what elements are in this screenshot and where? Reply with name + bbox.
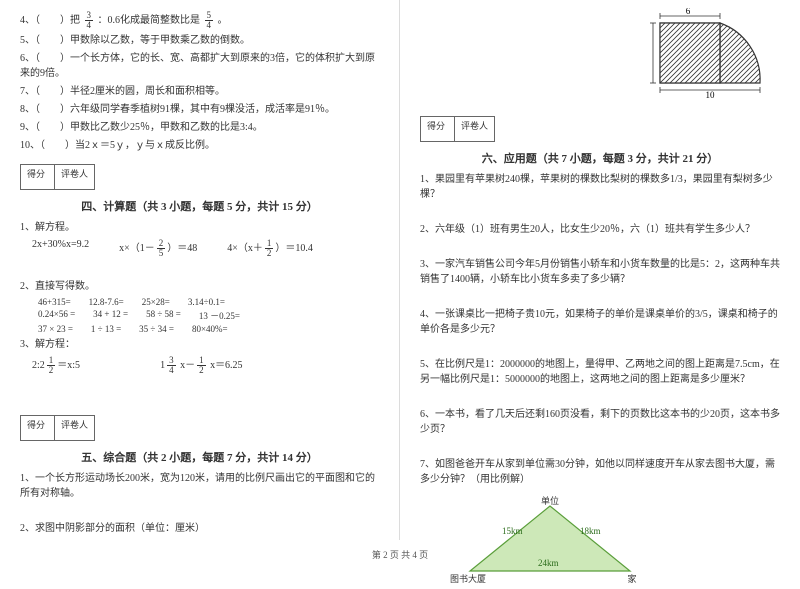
score-box-4: 得分 评卷人 (20, 164, 95, 190)
calc-row-1: 0.24×56 =34 + 12 =58 ÷ 58 =13 －0.25= (38, 309, 379, 322)
tri-dleft: 15km (502, 526, 523, 536)
eq-a: 2x+30%x=9.2 (32, 239, 89, 258)
score-cell: 得分 (421, 117, 455, 141)
page-footer: 第 2 页 共 4 页 (0, 548, 800, 561)
triangle-diagram: 单位 图书大厦 家 15km 18km 24km (450, 496, 650, 586)
sec4-q1: 1、解方程。 (20, 220, 379, 235)
r-q7: 7、如图爸爸开车从家到单位需30分钟，如他以同样速度开车从家去图书大厦，需多少分… (420, 457, 780, 487)
tri-dright: 18km (580, 526, 601, 536)
q9-line: 9、（ ）甲数比乙数少25％，甲数和乙数的比是3:4。 (20, 120, 379, 135)
eq2-b: 134 x－12 x＝6.25 (160, 356, 243, 375)
q4-pre: 4、（ ）把 (20, 15, 80, 26)
q4-mid: ：0.6化成最简整数比是 (98, 15, 203, 26)
tri-right: 家 (627, 573, 636, 584)
q4-frac1: 34 (85, 11, 94, 30)
q7-line: 7、（ ）半径2厘米的圆，周长和面积相等。 (20, 84, 379, 99)
q6-line: 6、（ ）一个长方体，它的长、宽、高都扩大到原来的3倍，它的体积扩大到原来的9倍… (20, 51, 379, 81)
score-box-6: 得分 评卷人 (420, 116, 495, 142)
sec4-q2: 2、直接写得数。 (20, 279, 379, 294)
reviewer-cell: 评卷人 (455, 117, 494, 141)
r-q6: 6、一本书，看了几天后还剩160页没看，剩下的页数比这本书的少20页，这本书多少… (420, 407, 780, 437)
q5-line: 5、（ ）甲数除以乙数，等于甲数乘乙数的倒数。 (20, 33, 379, 48)
section4-title: 四、计算题（共 3 小题，每题 5 分，共计 15 分） (20, 198, 379, 214)
calc-row-2: 37 × 23 =1 ÷ 13 =35 ÷ 34 =80×40%= (38, 324, 379, 334)
section6-title: 六、应用题（共 7 小题，每题 3 分，共计 21 分） (420, 150, 780, 166)
dim-bottom: 10 (706, 90, 716, 98)
tri-top: 单位 (541, 496, 559, 506)
q8-line: 8、（ ）六年级同学春季植树91棵，其中有9棵没活，成活率是91％。 (20, 102, 379, 117)
score-cell: 得分 (21, 416, 55, 440)
reviewer-cell: 评卷人 (55, 165, 94, 189)
calc-row-0: 46+315=12.8-7.6=25×28=3.14÷0.1= (38, 297, 379, 307)
sec5-q1: 1、一个长方形运动场长200米，宽为120米，请用的比例尺画出它的平面图和它的所… (20, 471, 379, 501)
sec5-q2: 2、求图中阴影部分的面积（单位：厘米） (20, 521, 379, 536)
dim-top: 6 (686, 8, 691, 16)
q10-line: 10、（ ）当2ｘ＝5ｙ，ｙ与ｘ成反比例。 (20, 138, 379, 153)
section5-title: 五、综合题（共 2 小题，每题 7 分，共计 14 分） (20, 449, 379, 465)
eq2-a: 2:212＝x:5 (32, 356, 80, 375)
shaded-diagram: 6 6 10 (650, 8, 770, 98)
eq-c: 4×（x＋12）＝10.4 (227, 239, 313, 258)
q4-line: 4、（ ）把 34 ：0.6化成最简整数比是 54 。 (20, 11, 379, 30)
r-q1: 1、果园里有苹果树240棵，苹果树的棵数比梨树的棵数多1/3，果园里有梨树多少棵… (420, 172, 780, 202)
r-q2: 2、六年级（1）班有男生20人，比女生少20％，六（1）班共有学生多少人？ (420, 222, 780, 237)
sec4-eq2-row: 2:212＝x:5 134 x－12 x＝6.25 (32, 356, 379, 375)
tri-left: 图书大厦 (450, 573, 486, 584)
score-box-5: 得分 评卷人 (20, 415, 95, 441)
q4-frac2: 54 (205, 11, 214, 30)
reviewer-cell: 评卷人 (55, 416, 94, 440)
score-cell: 得分 (21, 165, 55, 189)
r-q3: 3、一家汽车销售公司今年5月份销售小轿车和小货车数量的比是5：2，这两种车共销售… (420, 257, 780, 287)
r-q4: 4、一张课桌比一把椅子贵10元，如果椅子的单价是课桌单价的3/5，课桌和椅子的单… (420, 307, 780, 337)
eq-b: x×（1－25）＝48 (119, 239, 197, 258)
sec4-q3: 3、解方程： (20, 337, 379, 352)
r-q5: 5、在比例尺是1：2000000的地图上，量得甲、乙两地之间的图上距离是7.5c… (420, 357, 780, 387)
sec4-eq-row: 2x+30%x=9.2 x×（1－25）＝48 4×（x＋12）＝10.4 (32, 239, 379, 258)
q4-post: 。 (218, 15, 228, 26)
